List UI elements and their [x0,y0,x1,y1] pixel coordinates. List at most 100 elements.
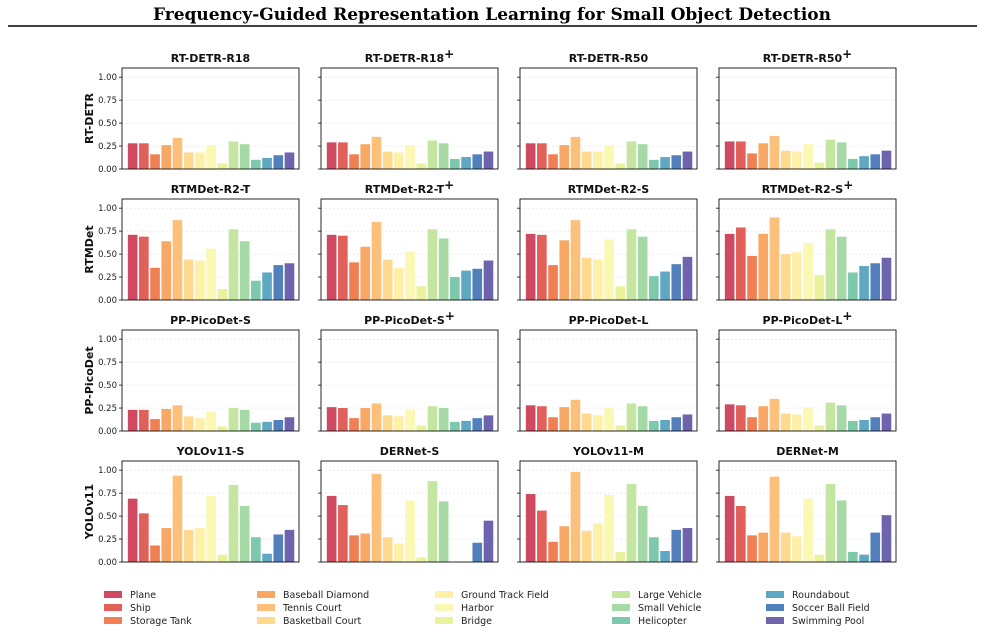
legend-swatch [766,604,784,611]
bar-large-vehicle [626,141,637,169]
bar-helicopter [251,422,261,431]
bar-tennis-court [769,217,780,300]
panel-frame [121,198,300,301]
panel-pp-picodet-s-plus: PP-PicoDet-S+ [318,309,499,432]
bar-roundabout [461,270,471,300]
legend-item-baseball-diamond: Baseball Diamond [257,590,369,601]
bar-small-vehicle [438,501,449,562]
bar-ground-track-field [593,523,603,562]
bar-harbor [604,239,614,300]
bar-storage-tank [349,154,359,169]
bar-helicopter [649,537,659,562]
bar-storage-tank [150,545,160,562]
row-label-rt-detr: RT-DETR [83,92,96,144]
bar-swimming-pool [483,260,494,300]
legend-label: Ship [130,603,151,614]
bar-helicopter [251,159,261,169]
bar-roundabout [262,157,272,169]
y-tick-label: 0.75 [98,489,117,499]
panel-title: RTMDet-R2-S [568,183,650,196]
bar-baseball-diamond [360,533,371,562]
bar-helicopter [848,551,858,562]
bar-helicopter [251,280,261,300]
bar-basketball-court [780,254,791,300]
bar-small-vehicle [438,408,449,431]
panel-frame [718,67,897,170]
bar-tennis-court [769,398,780,431]
bar-baseball-diamond [559,145,570,169]
y-tick-label: 0.50 [98,250,117,260]
legend-item-tennis-court: Tennis Court [257,603,342,614]
bar-soccer-ball-field [870,417,881,431]
panel-title: PP-PicoDet-S [170,314,251,327]
bar-small-vehicle [637,505,648,562]
bar-ground-track-field [792,536,802,562]
panel-rtmdet-r2-t-plus: RTMDet-R2-T+ [318,178,499,301]
bar-harbor [803,498,813,562]
panel-frame [519,67,698,170]
bar-swimming-pool [682,151,693,169]
panel-pp-picodet-l: PP-PicoDet-L [517,314,698,432]
bar-swimming-pool [483,520,494,562]
bar-storage-tank [747,535,757,562]
bar-small-vehicle [836,405,847,431]
bar-large-vehicle [228,141,239,169]
y-tick-label: 0.75 [98,358,117,368]
bar-plane [525,143,536,169]
panel-title: RT-DETR-R50 [569,52,649,65]
bar-swimming-pool [881,257,892,300]
panel-frame [320,460,499,563]
bar-tennis-court [769,135,780,169]
bar-harbor [803,243,813,300]
bar-large-vehicle [626,483,637,562]
bar-bridge [217,163,228,169]
bar-swimming-pool [284,529,295,562]
bar-harbor [206,145,216,169]
bar-small-vehicle [637,406,648,431]
bar-roundabout [660,550,670,562]
bar-plane [724,233,735,300]
bar-tennis-court [570,220,581,300]
bar-storage-tank [150,154,160,169]
legend-label: Small Vehicle [638,603,702,614]
panel-title: YOLOv11-S [176,445,245,458]
legend-item-bridge: Bridge [435,616,492,627]
bar-plane [724,404,735,431]
bar-helicopter [649,159,659,169]
bar-helicopter [848,420,858,431]
bar-small-vehicle [836,236,847,300]
bar-storage-tank [747,255,757,300]
bar-roundabout [461,157,471,169]
bar-tennis-court [371,473,382,562]
bar-harbor [405,251,415,300]
legend-item-ground-track-field: Ground Track Field [435,590,549,601]
bar-large-vehicle [825,229,836,300]
panel-frame [718,460,897,563]
legend-swatch [104,617,122,624]
bar-harbor [206,248,216,300]
legend-label: Tennis Court [282,603,342,614]
bar-tennis-court [769,476,780,562]
bar-roundabout [262,272,272,300]
bar-basketball-court [382,259,393,300]
bar-ground-track-field [593,415,603,431]
legend-swatch [766,591,784,598]
bar-basketball-court [780,413,791,431]
bar-ground-track-field [394,416,404,431]
bar-harbor [206,411,216,431]
bar-tennis-court [371,403,382,431]
bar-swimming-pool [284,417,295,431]
bar-storage-tank [747,417,757,431]
bar-helicopter [450,158,460,169]
bar-helicopter [848,158,858,169]
bar-swimming-pool [881,413,892,431]
bar-soccer-ball-field [671,529,682,562]
bar-tennis-court [172,475,183,562]
bar-small-vehicle [637,236,648,300]
bar-roundabout [859,554,869,562]
y-tick-label: 1.00 [98,335,117,345]
bar-harbor [405,145,415,169]
y-tick-label: 0.50 [98,119,117,129]
panel-rtmdet-r2-s-plus: RTMDet-R2-S+ [716,178,897,301]
bar-swimming-pool [682,414,693,431]
